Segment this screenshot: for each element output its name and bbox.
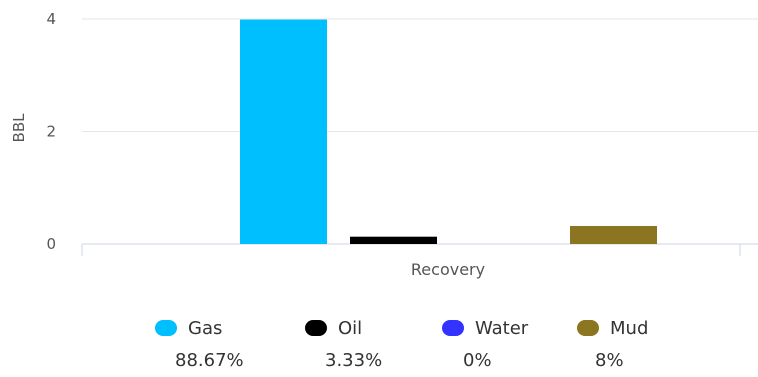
legend-swatch (305, 320, 327, 336)
bar-gas[interactable] (240, 19, 327, 244)
y-tick-labels: 0 2 4 (46, 10, 56, 253)
legend-swatch (577, 320, 599, 336)
legend-percent: 8% (595, 350, 624, 371)
legend-percent: 3.33% (325, 350, 383, 371)
legend-percent: 88.67% (175, 350, 244, 371)
y-axis-title: BBL (10, 113, 28, 143)
legend-label: Water (475, 318, 529, 339)
legend-swatch (442, 320, 464, 336)
bar-mud[interactable] (570, 226, 657, 244)
y-tick-label: 0 (46, 235, 56, 253)
legend-label: Gas (188, 318, 223, 339)
bars (240, 19, 657, 244)
x-category-label: Recovery (411, 260, 485, 279)
legend: Gas 88.67% Oil 3.33% Water 0% Mud 8% (0, 312, 758, 377)
bar-oil[interactable] (350, 236, 437, 244)
legend-percent: 0% (463, 350, 492, 371)
bar-chart: 0 2 4 BBL Recovery (10, 10, 758, 279)
gridlines (82, 18, 758, 132)
legend-swatch (155, 320, 177, 336)
y-tick-label: 2 (46, 123, 56, 141)
y-tick-label: 4 (46, 10, 56, 28)
legend-label: Oil (338, 318, 363, 339)
legend-label: Mud (610, 318, 649, 339)
